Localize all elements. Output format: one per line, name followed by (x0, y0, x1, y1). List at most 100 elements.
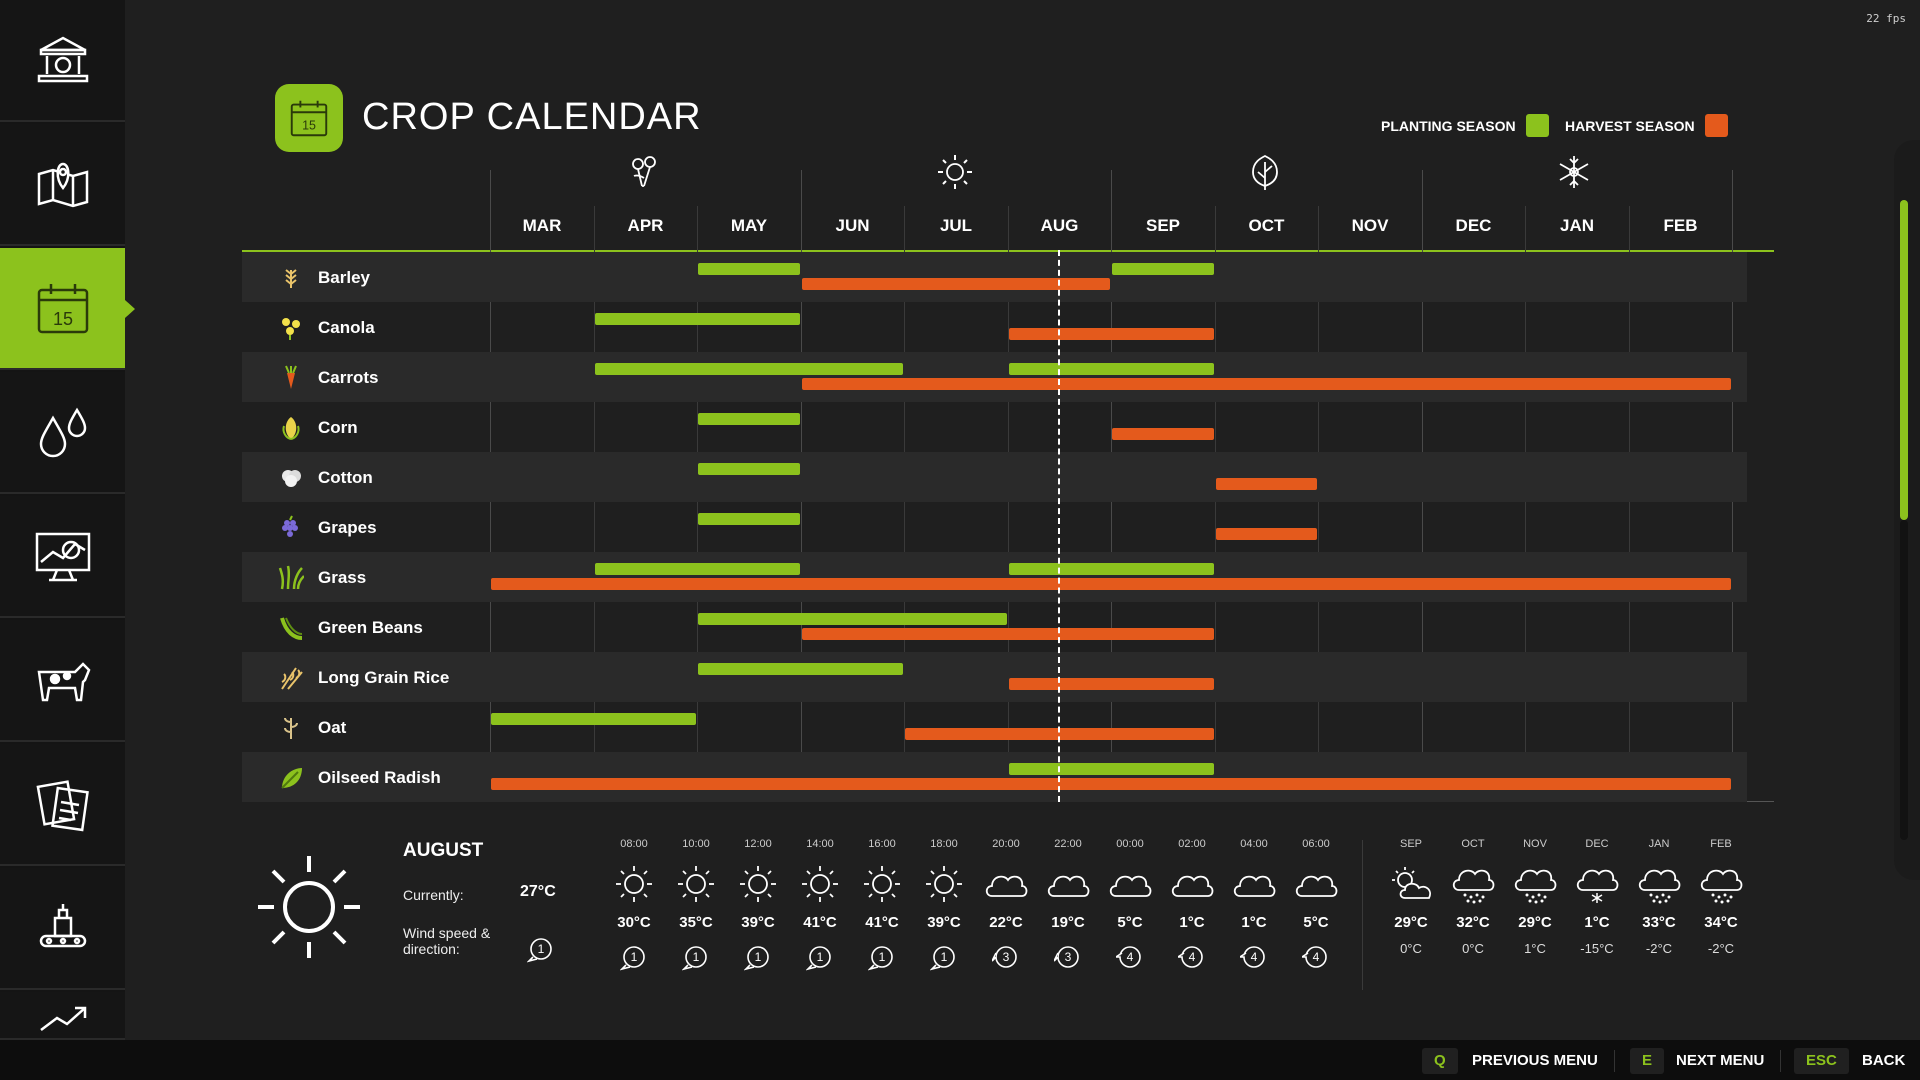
crop-label: Oat (318, 718, 347, 737)
autumn-leaf-icon (1245, 152, 1285, 192)
wind-value: 4 (1312, 950, 1320, 964)
forecast-time: 10:00 (682, 838, 710, 850)
forecast-temperature: 35°C (679, 914, 713, 931)
next-menu-button[interactable]: NEXT MENU (1676, 1052, 1765, 1069)
crop-row (242, 602, 1747, 652)
current-weather-sun-icon (258, 856, 360, 958)
wind-indicator: 1 (867, 943, 896, 971)
contracts-icon (35, 780, 89, 832)
forecast-time: 22:00 (1054, 838, 1082, 850)
forecast-temperature: 39°C (741, 914, 775, 931)
month-label-jul: JUL (939, 216, 973, 235)
wind-value: 1 (816, 950, 824, 964)
cloud-icon (982, 864, 1030, 904)
crop-row (242, 752, 1747, 802)
previous-menu-key[interactable]: Q (1422, 1048, 1458, 1074)
barley-icon (285, 269, 297, 288)
wind-indicator: 4 (1299, 943, 1330, 971)
sun-icon (672, 864, 720, 904)
crop-row (242, 452, 1747, 502)
planting-bar (698, 263, 800, 275)
month-label-nov: NOV (1351, 216, 1389, 235)
legend-planting-label: PLANTING SEASON (1381, 117, 1516, 134)
wind-value: 1 (630, 950, 638, 964)
legend-planting: PLANTING SEASON (1381, 114, 1549, 137)
forecast-temperature: 39°C (927, 914, 961, 931)
sidebar-item-map[interactable] (0, 124, 125, 246)
sun-icon (858, 864, 906, 904)
forecast-low: -15°C (1580, 941, 1614, 956)
wind-label-line-1: Wind speed & (403, 925, 491, 941)
wind-indicator: 4 (1237, 943, 1268, 971)
wind-label-line-2: direction: (403, 941, 460, 957)
sidebar-item-weather[interactable] (0, 372, 125, 494)
planting-bar (1008, 763, 1214, 775)
forecast-month: NOV (1523, 838, 1547, 850)
harvest-bar (1008, 678, 1214, 690)
previous-menu-button[interactable]: PREVIOUS MENU (1472, 1052, 1598, 1069)
scrollbar-thumb[interactable] (1900, 200, 1908, 520)
spring-flower-icon (624, 152, 664, 192)
wind-value: 3 (1064, 950, 1072, 964)
forecast-time: 00:00 (1116, 838, 1144, 850)
crop-label: Cotton (318, 468, 373, 487)
harvest-bar (801, 278, 1110, 290)
forecast-time: 12:00 (744, 838, 772, 850)
sidebar-item-finances[interactable] (0, 0, 125, 122)
month-label-dec: DEC (1455, 216, 1492, 235)
cloud-icon (1168, 864, 1216, 904)
harvest-bar (1215, 478, 1317, 490)
currently-value: 27°C (520, 883, 556, 900)
rain-cloud-icon (1635, 864, 1683, 904)
svg-text:15: 15 (52, 309, 72, 329)
crop-row (242, 702, 1747, 752)
current-date-marker (1058, 250, 1060, 802)
wind-indicator: 3 (1053, 943, 1082, 971)
hourly-forecast-item: 12:00 39°C 1 (727, 838, 789, 971)
production-icon (39, 904, 86, 948)
monthly-forecast-item: DEC 1°C -15°C (1566, 838, 1628, 956)
crop-label: Grapes (318, 518, 377, 537)
forecast-temperature: 41°C (803, 914, 837, 931)
sidebar-item-calendar[interactable]: 15 (0, 248, 135, 370)
hourly-forecast-item: 04:00 1°C 4 (1223, 838, 1285, 971)
rice-icon (281, 667, 303, 690)
crop-label: Carrots (318, 368, 379, 387)
sidebar-item-animals[interactable] (0, 620, 125, 742)
sidebar-item-statistics[interactable] (0, 496, 125, 618)
sidebar-item-prices[interactable] (0, 992, 125, 1040)
forecast-low: -2°C (1707, 941, 1735, 956)
back-key[interactable]: ESC (1794, 1048, 1849, 1074)
cotton-icon (282, 470, 301, 487)
month-label-may: MAY (730, 216, 768, 235)
forecast-time: 06:00 (1302, 838, 1330, 850)
cloud-icon (1292, 864, 1340, 904)
sidebar-item-contracts[interactable] (0, 744, 125, 866)
forecast-time: 04:00 (1240, 838, 1268, 850)
forecast-separator (1362, 840, 1363, 990)
svg-text:15: 15 (302, 119, 316, 133)
forecast-low: -2°C (1645, 941, 1673, 956)
month-gridline (904, 206, 905, 801)
wind-value: 1 (878, 950, 886, 964)
month-label-feb: FEB (1663, 216, 1698, 235)
monthly-forecast-item: SEP 29°C 0°C (1380, 838, 1442, 956)
forecast-time: 18:00 (930, 838, 958, 850)
carrot-icon (285, 365, 297, 389)
back-button[interactable]: BACK (1862, 1052, 1906, 1069)
forecast-high: 33°C (1642, 914, 1676, 931)
forecast-time: 14:00 (806, 838, 834, 850)
hourly-forecast-item: 10:00 35°C 1 (665, 838, 727, 971)
forecast-low: 1°C (1524, 941, 1546, 956)
month-label-jan: JAN (1559, 216, 1594, 235)
weather-month: AUGUST (403, 840, 484, 861)
wind-value: 4 (1126, 950, 1134, 964)
forecast-temperature: 1°C (1241, 914, 1267, 931)
next-menu-key[interactable]: E (1630, 1048, 1665, 1074)
sun-icon (920, 864, 968, 904)
grass-icon (278, 565, 304, 590)
sidebar-item-production[interactable] (0, 868, 125, 990)
forecast-time: 02:00 (1178, 838, 1206, 850)
summer-sun-icon (935, 152, 975, 192)
crop-row (242, 252, 1747, 302)
